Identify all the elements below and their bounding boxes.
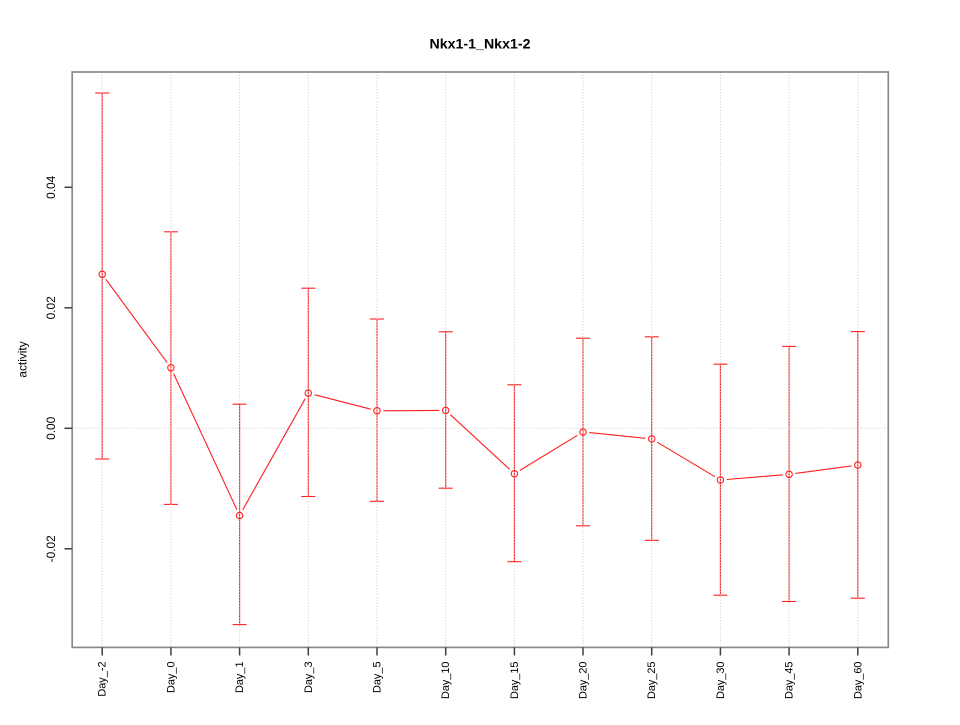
svg-text:0.02: 0.02 [44,296,58,320]
svg-text:-0.02: -0.02 [44,535,58,562]
svg-text:Day_60: Day_60 [852,662,864,700]
svg-text:Day_25: Day_25 [646,662,658,700]
svg-text:Day_10: Day_10 [440,662,452,700]
svg-text:0.04: 0.04 [44,175,58,199]
svg-text:Day_20: Day_20 [578,662,590,700]
svg-text:Day_30: Day_30 [715,662,727,700]
svg-text:Day_0: Day_0 [165,662,177,693]
svg-text:Day_5: Day_5 [372,662,384,693]
svg-text:Day_1: Day_1 [234,662,246,693]
svg-text:Day_45: Day_45 [784,662,796,700]
svg-text:Nkx1-1_Nkx1-2: Nkx1-1_Nkx1-2 [430,37,531,53]
svg-text:0.00: 0.00 [44,416,58,440]
svg-text:activity: activity [16,341,30,377]
svg-text:Day_3: Day_3 [303,662,315,693]
svg-text:Day_15: Day_15 [509,662,521,700]
svg-text:Day_-2: Day_-2 [97,662,109,697]
